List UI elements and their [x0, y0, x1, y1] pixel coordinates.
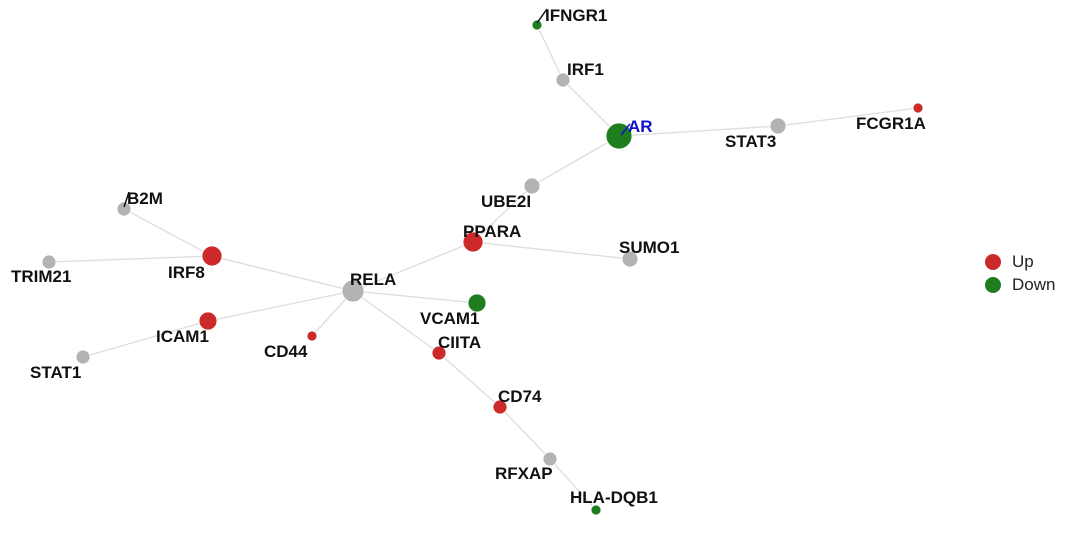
edge-stat3-fcgr1a [777, 107, 919, 127]
node-label-irf1: IRF1 [567, 60, 604, 79]
edge-icam1-stat1 [82, 320, 209, 358]
node-label-ppara: PPARA [463, 222, 521, 241]
node-hla-dqb1[interactable] [590, 504, 602, 516]
node-label-trim21: TRIM21 [11, 267, 71, 286]
legend-dot-up [985, 253, 1001, 270]
node-ifngr1[interactable] [531, 19, 543, 31]
node-label-ube2i: UBE2I [481, 192, 531, 211]
edge-ifngr1-irf1 [536, 24, 564, 81]
node-irf8[interactable] [201, 245, 223, 267]
edge-irf8-rela [211, 255, 354, 292]
node-irf1[interactable] [555, 72, 571, 88]
edge-ppara-rela [352, 241, 474, 292]
node-label-cd74: CD74 [498, 387, 542, 406]
node-label-fcgr1a: FCGR1A [856, 114, 926, 133]
node-stat3[interactable] [769, 117, 787, 135]
legend-dot-down [985, 276, 1001, 293]
node-label-icam1: ICAM1 [156, 327, 209, 346]
node-ppara[interactable] [462, 231, 484, 253]
node-rela[interactable] [341, 279, 365, 303]
legend-label-up: Up [1012, 251, 1034, 271]
node-layer [41, 19, 924, 516]
node-label-ar: AR [628, 117, 653, 136]
node-cd44[interactable] [306, 330, 318, 342]
edge-b2m-irf8 [123, 208, 213, 257]
node-label-b2m: B2M [127, 189, 163, 208]
label-connector-b2m [123, 191, 130, 208]
edge-ar-stat3 [618, 125, 779, 137]
node-icam1[interactable] [198, 311, 218, 331]
node-label-stat3: STAT3 [725, 132, 776, 151]
node-stat1[interactable] [75, 349, 91, 365]
edge-rela-icam1 [207, 290, 354, 322]
node-fcgr1a[interactable] [912, 102, 924, 114]
legend-item-up: Up [985, 250, 1055, 273]
node-cd74[interactable] [492, 399, 508, 415]
node-trim21[interactable] [41, 254, 57, 270]
node-vcam1[interactable] [467, 293, 487, 313]
edge-cd74-rfxap [499, 406, 551, 460]
edge-rela-ciita [352, 290, 440, 354]
node-label-stat1: STAT1 [30, 363, 81, 382]
node-label-cd44: CD44 [264, 342, 308, 361]
edge-layer [48, 24, 919, 511]
node-rfxap[interactable] [542, 451, 558, 467]
label-connector-ar [620, 123, 631, 136]
node-label-vcam1: VCAM1 [420, 309, 480, 328]
node-ciita[interactable] [431, 345, 447, 361]
legend: Up Down [985, 250, 1055, 296]
legend-label-down: Down [1012, 274, 1056, 294]
node-label-rela: RELA [350, 270, 396, 289]
edge-ar-ube2i [531, 135, 620, 187]
edge-trim21-irf8 [48, 255, 213, 263]
node-label-ciita: CIITA [438, 333, 481, 352]
label-layer: IFNGR1 IRF1 AR STAT3 FCGR1A UBE2I PPARA SUMO1 B2… [11, 6, 926, 507]
edge-rfxap-hla-dqb1 [549, 458, 597, 511]
label-connector-ifngr1 [536, 8, 548, 24]
node-ube2i[interactable] [523, 177, 541, 195]
node-label-ifngr1: IFNGR1 [545, 6, 607, 25]
legend-item-down: Down [985, 273, 1055, 296]
edge-ciita-cd74 [438, 352, 501, 408]
node-label-hla-dqb1: HLA-DQB1 [570, 488, 658, 507]
node-sumo1[interactable] [621, 250, 639, 268]
edge-ube2i-ppara [472, 185, 533, 243]
node-b2m[interactable] [116, 201, 132, 217]
node-label-irf8: IRF8 [168, 263, 205, 282]
node-label-sumo1: SUMO1 [619, 238, 679, 257]
node-label-rfxap: RFXAP [495, 464, 553, 483]
edge-rela-vcam1 [352, 290, 478, 304]
edge-ppara-sumo1 [472, 241, 631, 260]
